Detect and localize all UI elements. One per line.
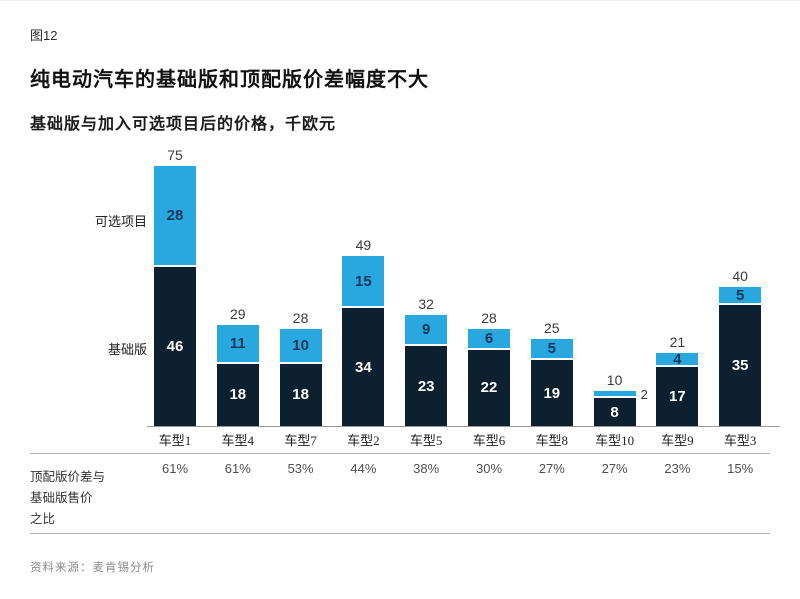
source-note: 资料来源：麦肯锡分析 <box>30 562 155 574</box>
bar-column: 10 18 <box>279 328 322 426</box>
optional-value-label: 4 <box>673 350 682 368</box>
ratio-value: 27% <box>538 461 565 476</box>
bar-column: 9 23 <box>405 315 448 426</box>
base-value-label: 34 <box>355 358 372 376</box>
optional-segment: 5 <box>530 339 573 361</box>
bar-column: 11 18 <box>216 325 259 426</box>
ratio-value: 38% <box>413 461 440 476</box>
total-value-label: 29 <box>230 306 246 323</box>
base-value-label: 17 <box>669 388 686 406</box>
optional-value-label: 28 <box>166 206 184 224</box>
source-top-divider <box>30 533 770 534</box>
ratio-value: 27% <box>601 461 628 476</box>
page-title: 纯电动汽车的基础版和顶配版价差幅度不大 <box>30 69 429 91</box>
optional-segment: 6 <box>468 328 510 350</box>
optional-value-label: 5 <box>547 340 556 358</box>
ratio-value: 30% <box>475 461 503 476</box>
category-label: 车型1 <box>158 433 192 448</box>
category-label: 车型4 <box>221 433 255 448</box>
base-value-label: 8 <box>610 403 619 421</box>
ratio-value: 61% <box>161 461 189 476</box>
optional-value-label: 15 <box>355 272 372 290</box>
category-label: 车型2 <box>347 433 380 448</box>
optional-segment: 11 <box>216 325 259 364</box>
optional-value-label: 6 <box>484 329 494 347</box>
total-value-label: 21 <box>669 334 686 351</box>
bar-column: 15 34 <box>342 256 385 426</box>
optional-segment <box>593 391 636 399</box>
base-value-label: 23 <box>417 377 435 395</box>
base-segment: 34 <box>342 308 385 426</box>
base-value-label: 19 <box>543 384 561 402</box>
ratio-row-top-divider <box>30 453 770 454</box>
total-value-label: 10 <box>606 372 623 389</box>
base-segment: 22 <box>468 349 510 426</box>
base-segment: 8 <box>593 398 636 426</box>
total-value-label: 49 <box>355 237 372 254</box>
total-value-label: 25 <box>544 320 560 337</box>
ratio-value: 15% <box>727 461 754 476</box>
base-value-label: 46 <box>166 337 184 355</box>
ratio-value: 53% <box>287 461 314 476</box>
optional-segment: 4 <box>656 350 699 368</box>
ratio-row-label-line2: 基础版售价 <box>30 491 93 505</box>
base-segment: 19 <box>530 360 573 426</box>
bar-column: 28 46 <box>154 166 196 426</box>
category-label: 车型8 <box>535 433 569 448</box>
optional-value-label: 10 <box>292 336 309 354</box>
optional-segment: 5 <box>719 286 762 305</box>
base-segment: 23 <box>405 346 448 426</box>
total-value-label: 32 <box>418 296 434 313</box>
base-value-label: 18 <box>292 386 309 404</box>
figure-number: 图12 <box>30 28 58 43</box>
base-segment: 18 <box>216 363 259 426</box>
base-value-label: 22 <box>480 379 498 397</box>
base-segment: 35 <box>719 304 762 426</box>
category-label: 车型10 <box>595 433 635 448</box>
category-label: 车型6 <box>472 433 506 448</box>
legend-optional-label: 可选项目 <box>94 214 147 229</box>
base-value-label: 35 <box>731 356 749 374</box>
ratio-value: 61% <box>224 461 251 476</box>
category-label: 车型9 <box>661 433 694 448</box>
base-value-label: 18 <box>229 386 247 404</box>
optional-segment: 10 <box>279 328 322 364</box>
total-value-label: 28 <box>292 309 309 326</box>
bar-column: 6 22 <box>468 328 510 426</box>
bar-column: 5 19 <box>530 339 573 426</box>
optional-value-label: 11 <box>229 335 246 353</box>
optional-value-label: 5 <box>736 286 745 304</box>
optional-segment: 9 <box>405 315 448 347</box>
legend-base-label: 基础版 <box>107 342 147 357</box>
base-segment: 46 <box>154 266 196 426</box>
ratio-value: 44% <box>350 461 377 476</box>
optional-segment: 28 <box>154 166 196 267</box>
optional-value-label: 2 <box>640 386 648 402</box>
optional-segment: 15 <box>342 256 385 309</box>
category-label: 车型5 <box>409 433 443 448</box>
ratio-value: 23% <box>664 461 691 476</box>
category-label: 车型3 <box>723 433 757 448</box>
ratio-row-label-line1: 顶配版价差与 <box>30 470 106 484</box>
bar-column: 4 17 <box>656 350 699 426</box>
ratio-row-label-line3: 之比 <box>30 512 56 526</box>
x-axis-line <box>147 426 780 427</box>
chart-subtitle: 基础版与加入可选项目后的价格，千欧元 <box>30 116 337 133</box>
total-value-label: 28 <box>481 309 497 326</box>
total-value-label: 40 <box>732 268 748 285</box>
total-value-label: 75 <box>167 147 183 163</box>
bar-column: 5 35 <box>719 286 762 426</box>
bar-column: 8 <box>593 391 636 426</box>
optional-value-label: 9 <box>422 321 431 339</box>
base-segment: 17 <box>656 367 699 426</box>
base-segment: 18 <box>279 363 322 426</box>
category-label: 车型7 <box>284 433 317 448</box>
ratio-row-label: 顶配版价差与 基础版售价 之比 <box>30 467 105 530</box>
